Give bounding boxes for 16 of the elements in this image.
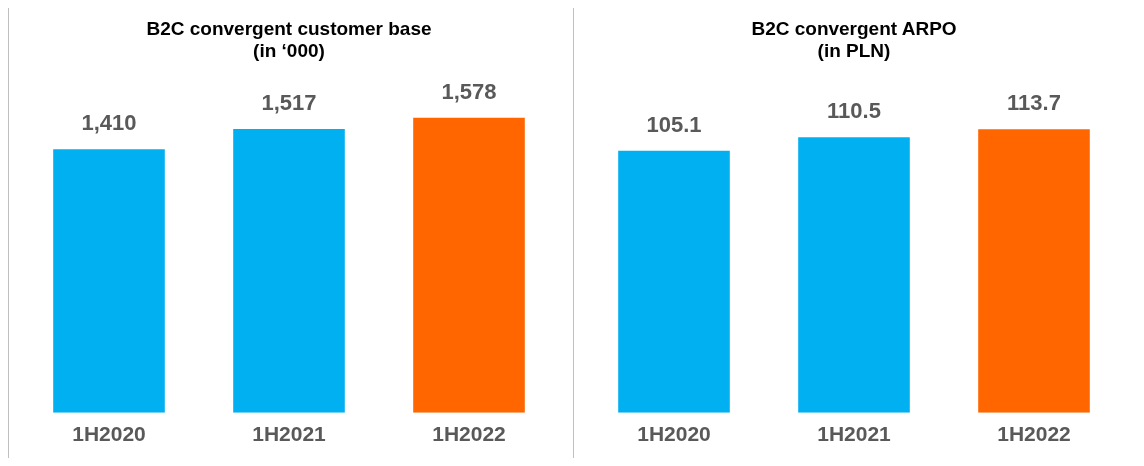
data-label: 110.5 <box>827 98 881 124</box>
data-label: 1,410 <box>81 110 137 136</box>
chart-title: B2C convergent ARPO <box>751 17 957 39</box>
data-label: 1,517 <box>261 90 317 116</box>
x-tick-label: 1H2020 <box>72 422 146 446</box>
x-tick-label: 1H2022 <box>997 422 1071 446</box>
data-label: 1,578 <box>441 78 497 104</box>
x-tick-label: 1H2021 <box>817 422 892 446</box>
data-label: 113.7 <box>1007 90 1061 116</box>
data-label: 105.1 <box>646 111 702 137</box>
chart-subtitle: (in PLN) <box>817 40 891 62</box>
chart-title: B2C convergent customer base <box>146 17 432 39</box>
x-tick-label: 1H2022 <box>432 422 506 446</box>
chart-subtitle: (in ‘000) <box>253 40 325 62</box>
x-tick-label: 1H2021 <box>252 422 327 446</box>
x-tick-label: 1H2020 <box>637 422 711 446</box>
